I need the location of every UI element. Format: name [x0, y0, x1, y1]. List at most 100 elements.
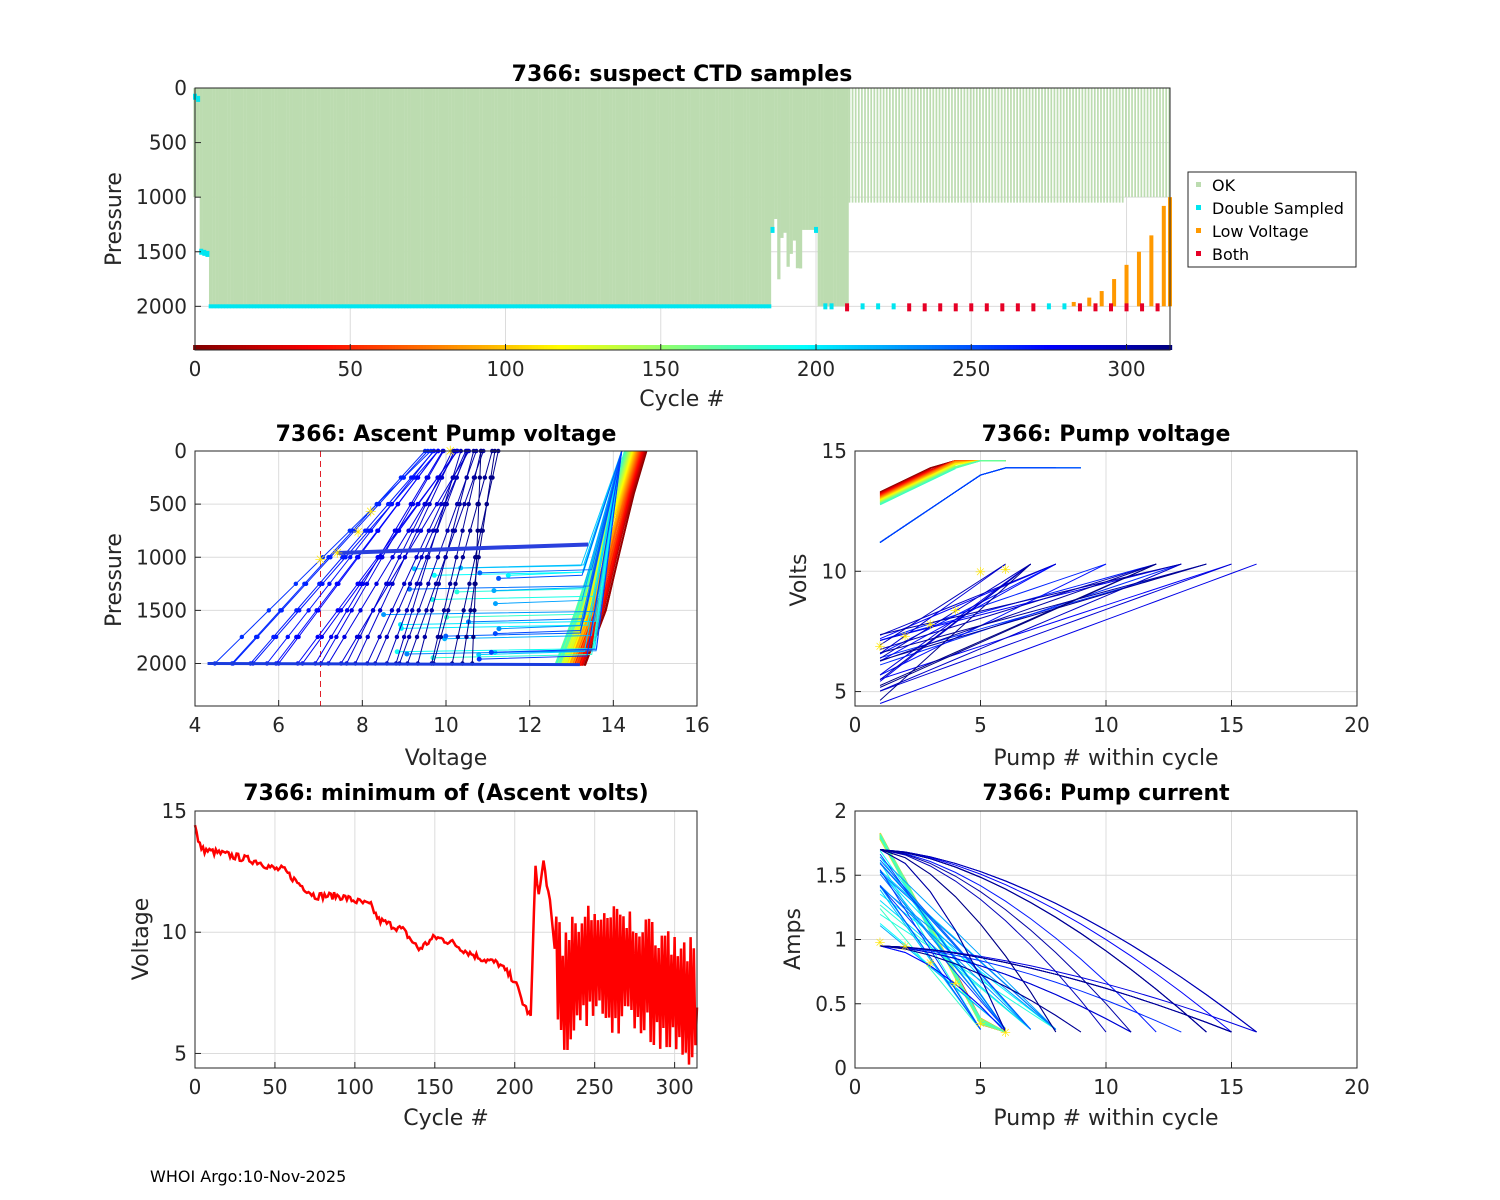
ok-sample-column — [829, 88, 834, 307]
ok-sample-column — [789, 88, 793, 254]
cycle-color-marker — [599, 345, 604, 350]
ok-sample-column — [1168, 88, 1171, 198]
ok-sample-column — [215, 88, 219, 307]
x-tick-label: 50 — [338, 357, 363, 381]
x-tick-label: 14 — [601, 713, 626, 737]
ascent-profile-line — [250, 450, 435, 664]
ok-sample-column — [516, 88, 520, 307]
double-sampled-marker — [553, 304, 558, 309]
cycle-color-marker — [205, 345, 210, 350]
ok-sample-column — [802, 88, 806, 230]
double-sampled-marker — [581, 304, 585, 309]
ok-sample-column — [1103, 88, 1105, 203]
double-sampled-marker — [550, 304, 554, 309]
double-sampled-marker — [503, 304, 508, 309]
double-sampled-marker — [528, 304, 533, 309]
cycle-color-marker — [612, 345, 617, 350]
ok-sample-column — [547, 88, 551, 307]
cycle-color-marker — [264, 345, 269, 350]
ok-sample-column — [625, 88, 629, 307]
pumpc-cycle-line — [880, 945, 1082, 1033]
cycle-color-marker — [301, 345, 306, 350]
both-marker — [969, 303, 974, 312]
pumpv-marks: ✳ ✳ ✳ ✳ ✳ ✳ — [875, 460, 1257, 704]
x-tick-label: 16 — [684, 713, 709, 737]
ok-sample-column — [227, 88, 231, 307]
double-sampled-marker — [283, 304, 287, 309]
ok-sample-column — [448, 88, 452, 307]
ascent-profile-line — [366, 450, 467, 664]
pumpc-cycle-line — [879, 945, 1006, 1033]
cycle-color-marker — [773, 345, 778, 350]
ok-sample-column — [969, 88, 972, 203]
ok-sample-column — [1028, 88, 1031, 203]
cycle-color-marker — [441, 345, 446, 350]
double-sampled-marker — [655, 304, 660, 309]
cycle-color-marker — [780, 345, 785, 350]
cycle-color-marker — [1081, 345, 1086, 350]
both-marker — [953, 303, 958, 312]
ok-sample-column — [991, 88, 994, 203]
legend-lowv-label: Low Voltage — [1212, 222, 1309, 241]
cycle-color-marker — [363, 345, 368, 350]
cycle-color-marker — [901, 345, 906, 350]
y-tick-label: 1000 — [136, 545, 187, 569]
cycle-color-marker — [630, 345, 635, 350]
ok-sample-column — [857, 88, 860, 203]
ok-sample-column — [460, 88, 464, 307]
cycle-color-marker — [469, 345, 474, 350]
x-tick-label: 0 — [849, 1075, 862, 1099]
y-tick-label: 1500 — [136, 598, 187, 622]
ok-sample-column — [674, 88, 678, 307]
ok-sample-column — [1097, 88, 1099, 203]
ok-sample-column — [345, 88, 349, 307]
ok-sample-column — [705, 88, 710, 307]
double-sampled-marker — [348, 304, 353, 309]
cycle-color-marker — [556, 345, 561, 350]
pumpv-cycle-line — [879, 467, 1081, 543]
cycle-color-marker — [217, 345, 223, 350]
cycle-color-marker — [1078, 345, 1083, 350]
cycle-color-marker — [991, 345, 996, 350]
ok-sample-column — [1031, 88, 1034, 203]
double-sampled-marker — [1046, 303, 1051, 310]
ok-sample-column — [367, 88, 371, 307]
y-tick-label: 0 — [174, 76, 187, 100]
cycle-color-marker — [742, 345, 747, 350]
cycle-color-marker — [637, 345, 642, 350]
ok-sample-column — [236, 88, 241, 307]
cycle-color-marker — [786, 345, 791, 350]
cycle-color-marker — [413, 345, 418, 350]
pumpc-cycle-line — [880, 849, 1257, 1033]
cycle-color-marker — [568, 345, 573, 350]
ok-sample-column — [317, 88, 321, 307]
double-sampled-marker — [512, 304, 517, 309]
pumpc-cycle-line — [879, 849, 1057, 1033]
ok-sample-column — [330, 88, 334, 307]
double-sampled-marker — [373, 304, 377, 309]
cycle-color-marker — [1087, 345, 1092, 350]
ok-sample-column — [957, 88, 960, 203]
ok-sample-column — [985, 88, 987, 203]
double-sampled-marker — [730, 304, 735, 309]
pumpc-cycle-line — [879, 913, 1057, 1030]
ok-sample-column — [364, 88, 368, 307]
ok-sample-column — [997, 88, 1000, 203]
cycle-color-marker — [273, 345, 278, 350]
double-sampled-marker — [736, 304, 741, 309]
ok-sample-column — [941, 88, 944, 203]
ok-sample-column — [277, 88, 281, 307]
cycle-color-marker — [702, 345, 707, 350]
cycle-color-marker — [537, 345, 542, 350]
double-sampled-marker — [823, 303, 828, 310]
ok-sample-column — [1016, 88, 1019, 203]
ascent-profile-line — [374, 450, 469, 664]
ok-sample-column — [491, 88, 495, 307]
pumpv-cycle-line — [879, 563, 1182, 692]
ctd-xlabel: Cycle # — [639, 387, 725, 412]
ok-sample-column — [510, 88, 514, 307]
ok-sample-column — [864, 88, 866, 203]
pumpv-cycle-line — [879, 563, 1056, 636]
cycle-color-marker — [202, 345, 207, 350]
double-sampled-marker — [699, 304, 703, 309]
